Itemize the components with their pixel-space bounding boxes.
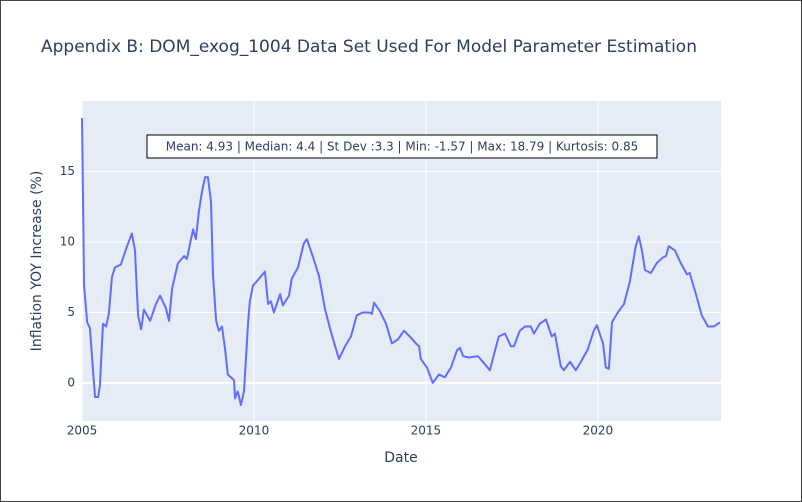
annotation: Mean: 4.93 | Median: 4.4 | St Dev :3.3 |… xyxy=(166,140,639,154)
data-line xyxy=(81,118,721,407)
annotation-box xyxy=(146,134,658,159)
chart-title: Appendix B: DOM_exog_1004 Data Set Used … xyxy=(41,37,697,57)
x-tick-label: 2005 xyxy=(67,424,98,438)
x-tick-label: 2010 xyxy=(239,424,270,438)
y-tick-label: 5 xyxy=(67,305,75,319)
y-tick-label: 0 xyxy=(67,375,75,389)
x-tick-label: 2020 xyxy=(583,424,614,438)
x-tick-label: 2015 xyxy=(411,424,442,438)
x-axis-label: Date xyxy=(384,450,417,466)
y-tick-label: 15 xyxy=(60,164,75,178)
y-axis-label: Inflation YOY Increase (%) xyxy=(29,171,45,352)
y-tick-label: 10 xyxy=(60,234,75,248)
